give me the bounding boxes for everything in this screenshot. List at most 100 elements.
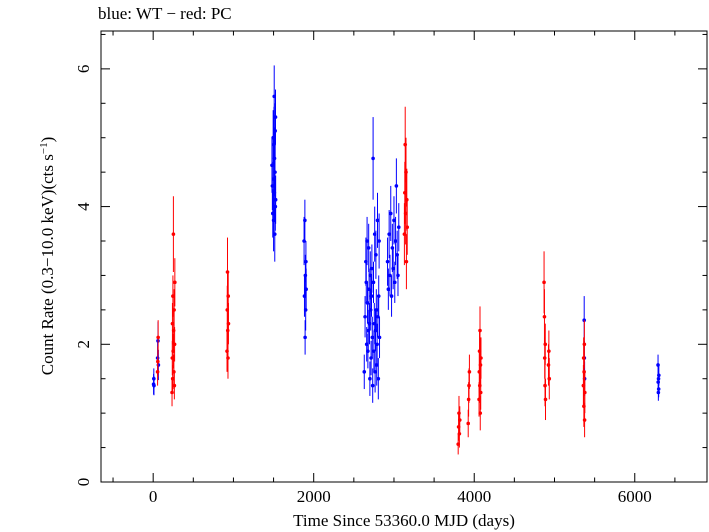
data-point [304, 259, 308, 264]
y-tick-label: 4 [74, 202, 93, 211]
data-point [582, 342, 587, 347]
y-axis-label-main: Count Rate (0.3−10.0 keV)(cts s [38, 154, 57, 375]
x-axis-label: Time Since 53360.0 MJD (days) [293, 511, 515, 530]
data-point [226, 294, 231, 298]
data-point [404, 259, 409, 264]
data-point [405, 225, 410, 230]
x-tick-label: 6000 [618, 487, 652, 506]
data-point [542, 280, 546, 285]
data-point [156, 359, 160, 364]
data-point [172, 308, 176, 312]
x-tick-label: 0 [149, 487, 158, 506]
data-point [272, 232, 277, 236]
data-point [375, 342, 379, 347]
data-point [386, 287, 391, 292]
y-tick-label: 0 [74, 478, 93, 487]
data-point [388, 211, 393, 216]
data-point [582, 370, 586, 374]
data-point [377, 239, 381, 243]
data-point [394, 184, 399, 188]
data-point [365, 239, 369, 243]
y-tick-label: 2 [74, 340, 93, 349]
data-point [226, 321, 231, 326]
data-point [392, 280, 397, 285]
data-point [225, 270, 230, 274]
data-point [273, 197, 278, 202]
data-point [479, 356, 483, 360]
data-point [393, 239, 398, 243]
data-point [170, 390, 174, 395]
data-point [656, 387, 661, 391]
axis-ticks [101, 31, 707, 483]
title-separator: − [162, 4, 181, 23]
data-point [543, 342, 548, 347]
data-point [303, 218, 307, 223]
data-point [385, 259, 390, 264]
plot-frame [100, 30, 708, 483]
data-point [370, 383, 375, 388]
y-axis-label-end: ) [38, 137, 57, 143]
data-point [543, 397, 548, 402]
data-point [270, 211, 275, 216]
data-point [173, 280, 177, 285]
data-point [467, 370, 472, 374]
data-point [370, 335, 375, 340]
data-point [370, 266, 374, 271]
y-axis-label-sup: −1 [38, 142, 50, 154]
data-point [371, 156, 375, 161]
data-point [303, 335, 307, 340]
data-point [374, 308, 379, 312]
x-tick-label: 4000 [457, 487, 491, 506]
data-point [373, 370, 377, 374]
data-point [547, 349, 551, 353]
data-point [152, 383, 156, 388]
data-point [366, 246, 371, 250]
data-point [389, 294, 394, 298]
data-point [376, 376, 381, 381]
data-point [365, 301, 370, 305]
data-point [156, 335, 160, 340]
data-point [172, 342, 177, 347]
data-point [172, 383, 177, 388]
data-point [457, 418, 462, 422]
data-point [304, 287, 308, 292]
data-point [396, 225, 401, 230]
data-point [225, 328, 230, 333]
data-point [273, 115, 278, 119]
data-point [542, 314, 547, 319]
data-point [376, 294, 381, 298]
data-point [387, 232, 391, 236]
data-point [371, 280, 376, 285]
y-axis-label: Count Rate (0.3−10.0 keV)(cts s−1) [38, 137, 57, 376]
data-point [368, 376, 372, 381]
data-point [374, 252, 378, 257]
data-point [657, 373, 661, 378]
data-point [478, 390, 483, 395]
data-point [583, 390, 587, 395]
data-point [226, 356, 230, 360]
chart-title: blue: WT − red: PC [98, 4, 232, 24]
data-point [375, 218, 380, 223]
tick-labels: 0 2000 4000 6000 0 2 4 6 [74, 65, 652, 506]
data-point [363, 314, 367, 319]
data-point [271, 135, 275, 140]
data-marks [151, 65, 661, 455]
data-point [478, 328, 482, 333]
data-point [392, 218, 396, 223]
title-pc-label: red: PC [180, 4, 232, 23]
series-pc [155, 106, 587, 455]
data-point [270, 184, 275, 188]
data-point [547, 376, 552, 381]
data-point [377, 335, 382, 340]
x-tick-label: 2000 [297, 487, 331, 506]
data-point [582, 418, 587, 422]
y-tick-label: 6 [74, 65, 93, 74]
data-point [388, 273, 392, 278]
data-point [542, 356, 547, 360]
data-point [478, 411, 483, 415]
data-point [466, 421, 471, 426]
title-wt-label: blue: WT [98, 4, 163, 23]
data-point [273, 170, 277, 174]
data-point [391, 266, 395, 271]
